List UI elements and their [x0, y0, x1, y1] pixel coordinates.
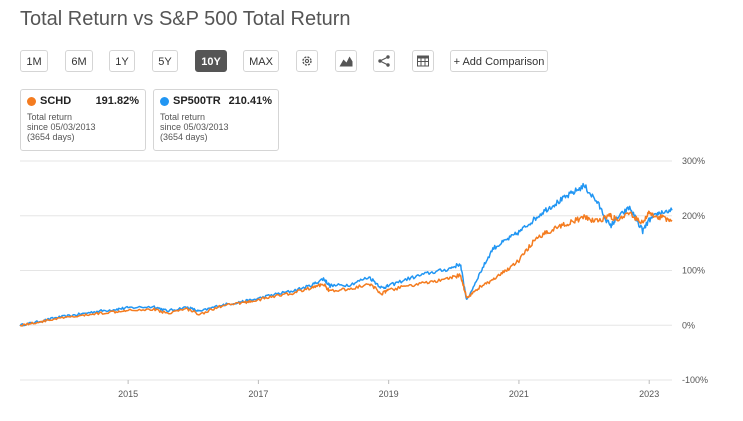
- share-button[interactable]: [373, 50, 395, 72]
- total-return-label: Total return: [160, 112, 206, 122]
- mountain-chart-icon: [339, 56, 353, 67]
- x-tick-label: 2023: [639, 389, 659, 399]
- y-tick-label: 300%: [682, 156, 705, 166]
- page-title: Total Return vs S&P 500 Total Return: [20, 8, 351, 30]
- series-symbol: SCHD: [40, 95, 72, 107]
- table-icon: [417, 55, 429, 67]
- x-tick-label: 2015: [118, 389, 138, 399]
- series-line-schd[interactable]: [19, 210, 673, 327]
- y-tick-label: 100%: [682, 266, 705, 276]
- legend-card-sp500tr[interactable]: SP500TR 210.41% Total return since 05/03…: [153, 89, 279, 151]
- series-color-dot: [27, 96, 36, 106]
- share-icon: [378, 55, 390, 67]
- line-chart[interactable]: 300% 200% 100% 0% -100% 2015 2017 2019 2021 2023: [0, 150, 743, 421]
- total-return-value: 210.41%: [228, 95, 272, 107]
- settings-button[interactable]: [296, 50, 318, 72]
- chart-type-button[interactable]: [335, 50, 357, 72]
- y-tick-label: -100%: [682, 375, 708, 385]
- y-tick-label: 200%: [682, 211, 705, 221]
- add-comparison-button[interactable]: + Add Comparison: [450, 50, 548, 72]
- total-return-label: Total return: [27, 112, 73, 122]
- x-tick-label: 2019: [379, 389, 399, 399]
- days-count: (3654 days): [160, 132, 208, 142]
- x-tick-label: 2017: [248, 389, 268, 399]
- series-line-sp500tr[interactable]: [19, 182, 673, 327]
- series-symbol: SP500TR: [173, 95, 221, 107]
- range-button-5y[interactable]: 5Y: [152, 50, 178, 72]
- legend-card-schd[interactable]: SCHD 191.82% Total return since 05/03/20…: [20, 89, 146, 151]
- range-button-max[interactable]: MAX: [243, 50, 279, 72]
- x-tick-label: 2021: [509, 389, 529, 399]
- since-date: since 05/03/2013: [27, 122, 96, 132]
- series-color-dot: [160, 96, 169, 106]
- table-button[interactable]: [412, 50, 434, 72]
- range-button-1y[interactable]: 1Y: [109, 50, 135, 72]
- range-button-10y[interactable]: 10Y: [195, 50, 227, 72]
- since-date: since 05/03/2013: [160, 122, 229, 132]
- range-button-1m[interactable]: 1M: [20, 50, 48, 72]
- gear-icon: [302, 56, 312, 66]
- days-count: (3654 days): [27, 132, 75, 142]
- range-button-6m[interactable]: 6M: [65, 50, 93, 72]
- y-tick-label: 0%: [682, 320, 695, 330]
- total-return-value: 191.82%: [95, 95, 139, 107]
